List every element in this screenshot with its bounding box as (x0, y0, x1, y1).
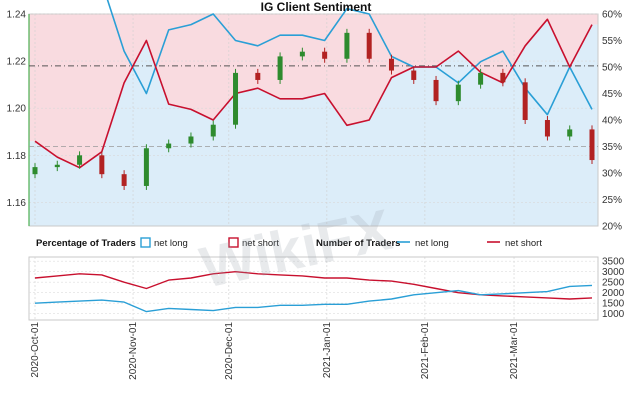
price-candle (500, 72, 506, 83)
price-candle (32, 167, 38, 175)
price-candle (255, 72, 261, 80)
price-candle (433, 79, 439, 102)
x-tick-label: 2020-Dec-01 (224, 322, 235, 380)
price-candle (166, 143, 172, 149)
x-tick-label: 2020-Nov-01 (128, 322, 139, 380)
percent-tick-label: 25% (602, 195, 622, 206)
count-net-long-line (34, 284, 593, 313)
price-candle (322, 51, 328, 59)
lower-panel-frame (28, 256, 599, 321)
price-candle (277, 56, 283, 80)
main-price-panel: 1.16 1.18 1.20 1.22 1.24 20% 25% 30% 35% 40% 45% 50… (7, 0, 622, 233)
legend-number-net-short-label: net short (505, 238, 542, 249)
count-tick-label: 3000 (602, 267, 625, 278)
legend-percentage-title: Percentage of Traders (36, 238, 136, 249)
price-tick-label: 1.24 (7, 10, 27, 21)
net-long-area (29, 19, 598, 226)
count-tick-label: 1000 (602, 309, 625, 320)
price-tick-label: 1.16 (7, 198, 27, 209)
count-tick-label: 1500 (602, 299, 625, 310)
price-candle (567, 129, 573, 137)
count-tick-label: 2000 (602, 288, 625, 299)
price-candle (210, 124, 216, 137)
x-tick-label: 2020-Oct-01 (30, 322, 41, 378)
price-candle (455, 84, 461, 102)
percent-tick-label: 45% (602, 89, 622, 100)
x-axis-labels: 2020-Oct-01 2020-Nov-01 2020-Dec-01 2021-Ja… (30, 322, 520, 380)
price-tick-label: 1.20 (7, 104, 27, 115)
price-tick-label: 1.18 (7, 151, 27, 162)
legend-number-net-long-label: net long (415, 238, 449, 249)
count-tick-label: 2500 (602, 278, 625, 289)
price-candle (411, 70, 417, 80)
price-candle (366, 32, 372, 59)
price-candle (77, 155, 83, 165)
legend-number-title: Number of Traders (316, 238, 400, 249)
x-tick-label: 2021-Jan-01 (322, 322, 333, 379)
price-candle (143, 148, 149, 186)
price-candle (388, 58, 394, 71)
percent-tick-label: 35% (602, 142, 622, 153)
price-candle (233, 72, 239, 125)
price-candle (54, 164, 60, 168)
net-long-line (106, 0, 593, 116)
net-short-line (34, 18, 593, 169)
chart-title: IG Client Sentiment (261, 0, 372, 14)
price-candle (188, 136, 194, 144)
count-tick-label: 3500 (602, 257, 625, 268)
price-candle (522, 82, 528, 120)
price-candle (299, 51, 305, 57)
price-candle (99, 155, 105, 175)
percent-tick-label: 40% (602, 116, 622, 127)
price-candle (478, 72, 484, 85)
legend-net-long-box (140, 237, 151, 248)
legend: Percentage of Traders net long net short… (36, 237, 542, 249)
legend-net-long-label: net long (154, 238, 188, 249)
legend-net-short-box (228, 237, 239, 248)
percent-tick-label: 30% (602, 169, 622, 180)
price-candle (589, 129, 595, 161)
percent-tick-label: 55% (602, 36, 622, 47)
count-net-short-line (34, 271, 593, 300)
price-candle (544, 120, 550, 137)
x-tick-label: 2021-Feb-01 (420, 322, 431, 380)
price-tick-label: 1.22 (7, 57, 27, 68)
percent-tick-label: 60% (602, 10, 622, 21)
x-tick-label: 2021-Mar-01 (509, 322, 520, 380)
price-candle (121, 174, 127, 186)
legend-net-short-label: net short (242, 238, 279, 249)
percent-tick-label: 50% (602, 63, 622, 74)
price-candle (344, 32, 350, 59)
percent-tick-label: 20% (602, 222, 622, 233)
